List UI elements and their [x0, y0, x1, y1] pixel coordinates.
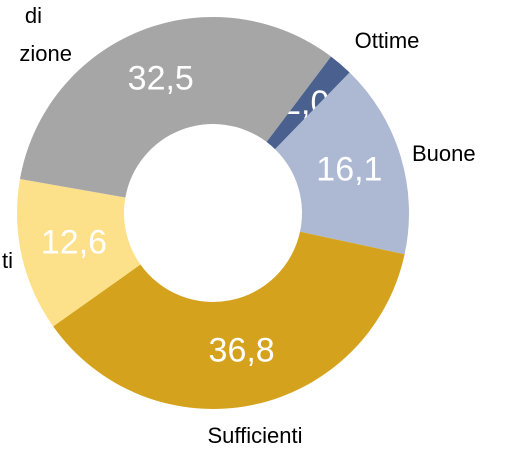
category-label-line: zione [19, 41, 72, 66]
category-label: di zione [19, 3, 72, 66]
category-label: ti [2, 248, 13, 273]
donut-segment [17, 178, 141, 327]
value-label: 36,8 [209, 332, 275, 370]
category-label: Sufficienti [208, 423, 303, 448]
category-label: Ottime [355, 28, 420, 53]
value-label: 12,6 [41, 223, 107, 261]
value-label: 32,5 [128, 59, 194, 97]
donut-segment [275, 72, 409, 255]
category-label: Buone [412, 141, 476, 166]
donut-segment [266, 56, 350, 150]
value-label: 16,1 [316, 151, 382, 189]
donut-segment [19, 16, 331, 198]
category-label-line: di [25, 3, 42, 28]
donut-segment [53, 231, 405, 409]
